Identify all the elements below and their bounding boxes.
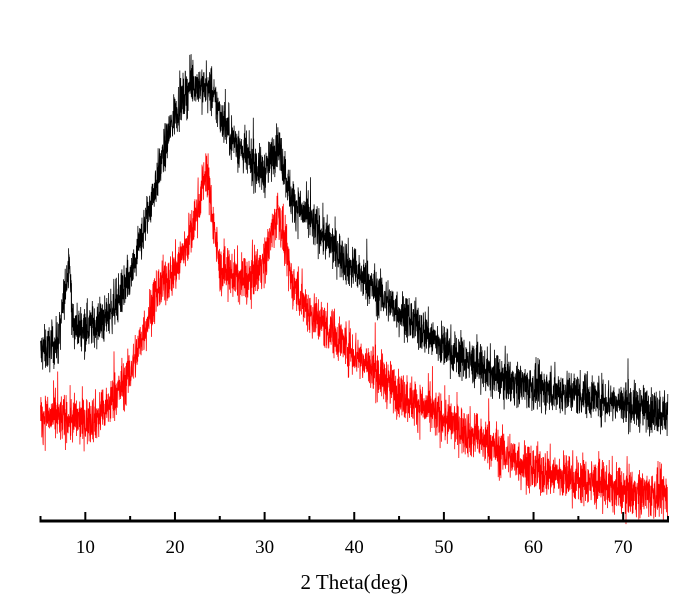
x-tick-label: 60 <box>524 537 543 558</box>
x-tick-label: 30 <box>255 537 274 558</box>
series-layer <box>40 54 669 525</box>
x-tick-label: 20 <box>165 537 184 558</box>
x-tick-label: 10 <box>76 537 95 558</box>
x-tick-label: 40 <box>345 537 364 558</box>
x-tick-label: 70 <box>614 537 633 558</box>
x-axis-title: 2 Theta(deg) <box>301 570 408 594</box>
series-line-black-pattern <box>40 54 669 437</box>
series-line-red-pattern <box>40 153 669 525</box>
x-ticks: 10 20 30 40 50 60 70 <box>39 512 669 558</box>
x-tick-label: 50 <box>434 537 453 558</box>
